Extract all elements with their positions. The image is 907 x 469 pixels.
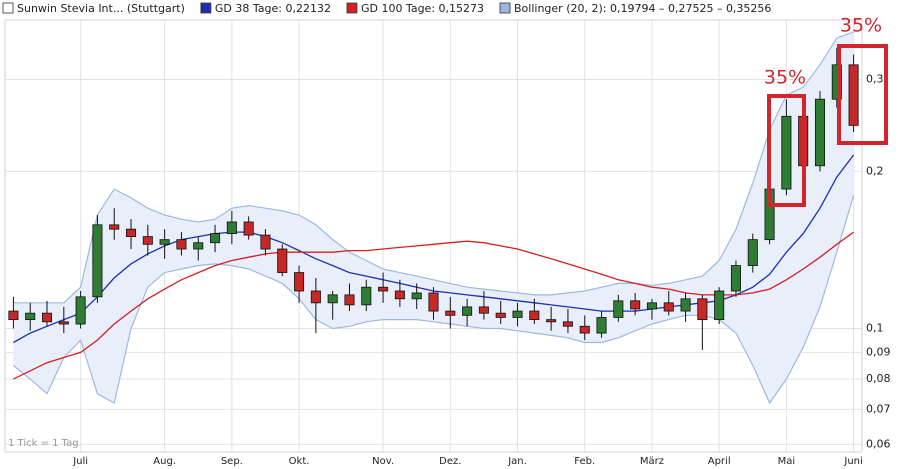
bollinger-upper [13,31,854,304]
candle-body [747,239,758,266]
candle-body [193,242,204,250]
candle-body [428,292,439,312]
x-tick-label: Mai [778,456,796,467]
x-tick-label: Feb. [574,456,595,467]
candle-body [562,321,573,327]
candle-body [378,286,389,292]
legend-swatch [200,2,212,14]
plot-frame [4,19,863,453]
x-tick-label: März [640,456,664,467]
x-tick-label: Dez. [439,456,461,467]
legend-label: Sunwin Stevia Int... (Stuttgart) [17,2,185,15]
y-tick-label: 0,09 [866,345,891,358]
legend-swatch [2,2,14,14]
candle-body [126,228,137,238]
candle-body [310,290,321,304]
candle-body [8,310,19,321]
candle-body [394,290,405,300]
candle-body [109,224,120,230]
candle-body [630,300,641,310]
y-tick-label: 0,08 [866,372,891,385]
candle-body [462,306,473,316]
legend-label: GD 100 Tage: 0,15273 [361,2,484,15]
candle-body [142,236,153,245]
candle-body [445,310,456,316]
candle-body [596,317,607,334]
x-tick-label: Nov. [372,456,394,467]
candle-body [512,310,523,318]
candle-body [478,306,489,314]
highlight-box [837,44,888,145]
annotation: 35% [840,15,882,37]
candle-body [714,290,725,321]
candle-body [831,64,842,100]
candle-body [226,221,237,235]
x-tick-label: Jan. [507,456,527,467]
annotation: 35% [764,67,806,89]
candle-body [260,234,271,250]
x-tick-label: Sep. [221,456,243,467]
candle-body [243,221,254,236]
candle-body [781,115,792,190]
candle-body [646,302,657,310]
candle-body [210,233,221,244]
candle-body [848,64,859,126]
x-tick-label: April [708,456,731,467]
y-tick-label: 0,07 [866,402,891,415]
legend-label: GD 38 Tage: 0,22132 [215,2,331,15]
legend-swatch [346,2,358,14]
highlight-box [767,94,806,207]
candle-body [58,321,69,325]
bollinger-band [13,31,854,404]
candle-body [529,310,540,321]
candle-body [814,98,826,167]
legend-label: Bollinger (20, 2): 0,19794 – 0,27525 – 0… [514,2,771,15]
candle-body [159,239,170,245]
y-tick-label: 0,2 [866,164,884,177]
x-tick-label: Aug. [153,456,176,467]
candle-body [546,319,557,323]
y-tick-label: 0,3 [866,72,884,85]
candle-body [25,312,36,321]
candle-body [495,312,506,318]
candle-body [697,298,708,321]
plot-area [5,20,862,452]
candle-body [613,300,624,318]
candle-body [41,312,53,323]
x-tick-label: Okt. [289,456,310,467]
candle-body [92,224,103,298]
candle-body [411,292,422,300]
legend-swatch [499,2,511,14]
x-tick-label: Juli [72,456,88,467]
candle-body [277,248,288,273]
candle-body [361,286,372,306]
candle-body [680,298,691,312]
footnote: 1 Tick = 1 Tag [8,438,79,449]
candle-body [730,265,741,292]
x-tick-label: Juni [843,456,862,467]
candle-body [663,302,674,312]
candle-body [294,272,305,292]
y-tick-label: 0,1 [866,322,884,335]
candle-body [75,296,86,325]
candle-body [327,294,338,304]
y-tick-label: 0,06 [866,437,891,450]
candle-body [344,294,355,306]
bollinger-lower [13,195,855,405]
legend: Sunwin Stevia Int... (Stuttgart) GD 38 Ta… [2,2,771,15]
candle-body [579,325,590,334]
candle-body [176,239,187,250]
moving-average [13,231,854,380]
